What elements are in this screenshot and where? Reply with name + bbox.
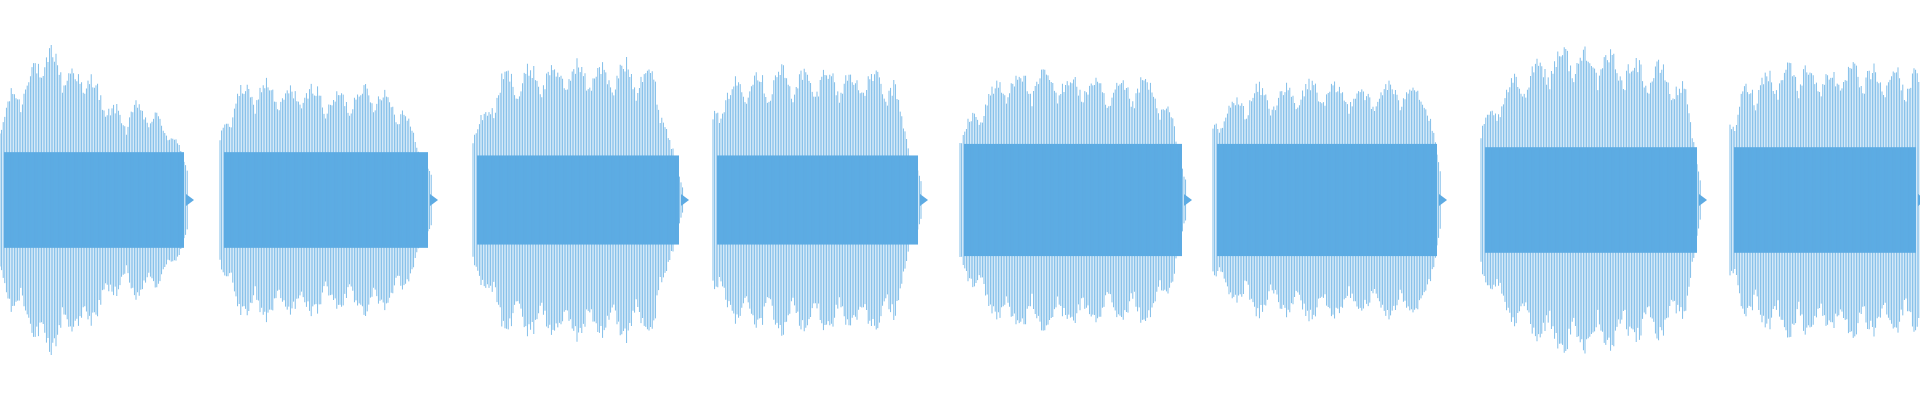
waveform-peaks — [959, 69, 1187, 331]
waveform-peaks — [219, 77, 432, 323]
waveform-peaks — [1212, 78, 1441, 322]
waveform-tail — [1699, 194, 1707, 206]
waveform-segment[interactable] — [472, 57, 689, 343]
waveform-tail — [430, 194, 438, 206]
waveform-tail — [1184, 194, 1192, 206]
waveform-segment[interactable] — [959, 69, 1192, 331]
waveform-body — [1734, 147, 1916, 253]
waveform-peaks — [712, 64, 922, 336]
waveform-segment[interactable] — [1729, 62, 1920, 338]
waveform-peaks — [0, 45, 188, 355]
waveform-segments — [0, 45, 1920, 355]
waveform-peaks — [472, 57, 684, 343]
waveform-segment[interactable] — [219, 77, 438, 323]
waveform-segment[interactable] — [1480, 46, 1707, 354]
waveform-tail — [681, 194, 689, 206]
waveform-segment[interactable] — [1212, 78, 1447, 322]
waveform-tail — [920, 194, 928, 206]
waveform-body — [477, 155, 679, 245]
waveform-tail — [186, 194, 194, 206]
waveform-peaks — [1729, 62, 1920, 338]
waveform-peaks — [1480, 46, 1701, 354]
waveform-segment[interactable] — [0, 45, 194, 355]
waveform-tail — [1439, 194, 1447, 206]
waveform-segment[interactable] — [712, 64, 928, 336]
